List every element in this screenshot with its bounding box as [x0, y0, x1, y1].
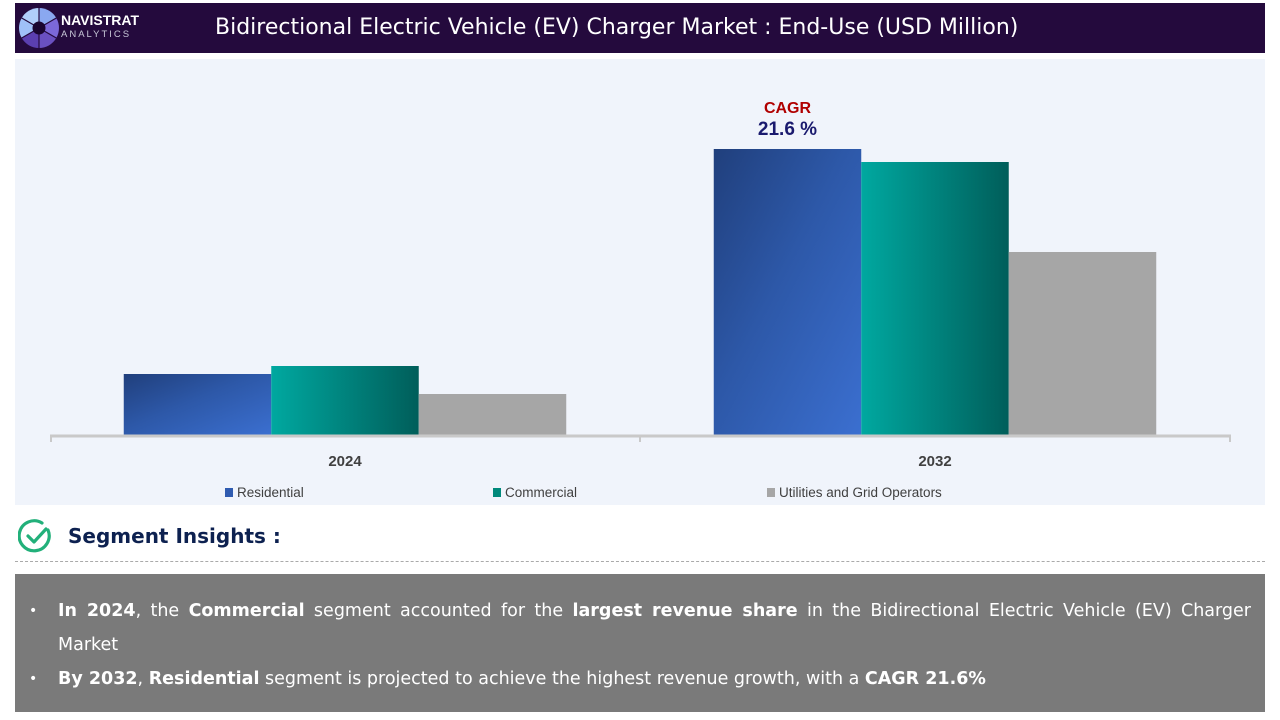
x-tick-label: 2024	[328, 453, 362, 470]
legend-swatch	[493, 488, 501, 497]
header-bar: NAVISTRAT ANALYTICS Bidirectional Electr…	[15, 3, 1265, 53]
insight-text: ,	[137, 669, 149, 689]
bar-chart: 2024 2032 CAGR 21.6 % Residential Commercia…	[50, 100, 1231, 500]
bar-residential-2032	[713, 149, 862, 435]
insight-text: , the	[135, 601, 189, 621]
cagr-value: 21.6 %	[758, 119, 817, 140]
bar-commercial-2032	[861, 162, 1009, 435]
legend-swatch	[767, 488, 775, 497]
divider	[15, 561, 1265, 562]
insight-bullet: By 2032, Residential segment is projecte…	[29, 662, 1251, 696]
insight-emphasis: Commercial	[188, 601, 305, 621]
legend-label: Commercial	[505, 485, 577, 500]
brand-name: NAVISTRAT	[61, 12, 140, 28]
page-title: Bidirectional Electric Vehicle (EV) Char…	[215, 15, 1019, 40]
segment-insights-title: Segment Insights :	[68, 524, 281, 548]
insight-bullet: In 2024, the Commercial segment accounte…	[29, 594, 1251, 662]
legend-item: Utilities and Grid Operators	[767, 485, 942, 500]
cagr-label: CAGR	[764, 100, 812, 117]
legend-swatch	[225, 488, 233, 497]
chart-area: 2024 2032 CAGR 21.6 % Residential Commercia…	[15, 59, 1265, 505]
x-tick-label: 2032	[918, 453, 951, 470]
insights-box: In 2024, the Commercial segment accounte…	[15, 574, 1265, 712]
insight-emphasis: By 2032	[58, 669, 138, 689]
insight-emphasis: CAGR 21.6%	[864, 669, 986, 689]
insight-text: segment accounted for the	[304, 601, 573, 621]
bar-utilities-and-grid-operators-2024	[418, 394, 567, 435]
bar-residential-2024	[123, 374, 272, 435]
legend-label: Residential	[237, 485, 304, 500]
legend-item: Commercial	[493, 485, 577, 500]
insight-text: in the Bidirectional Electric Vehicle (E…	[58, 601, 1251, 655]
navistrat-logo-icon	[19, 8, 59, 48]
bar-commercial-2024	[271, 366, 419, 435]
brand-subtitle: ANALYTICS	[61, 29, 132, 40]
check-circle-icon	[18, 519, 51, 553]
insight-text: segment is projected to achieve the high…	[259, 669, 865, 689]
bar-utilities-and-grid-operators-2032	[1008, 252, 1157, 435]
legend-item: Residential	[225, 485, 304, 500]
insight-emphasis: In 2024	[58, 601, 136, 621]
insight-emphasis: largest revenue share	[572, 601, 798, 621]
legend-label: Utilities and Grid Operators	[779, 485, 942, 500]
insight-emphasis: Residential	[148, 669, 260, 689]
